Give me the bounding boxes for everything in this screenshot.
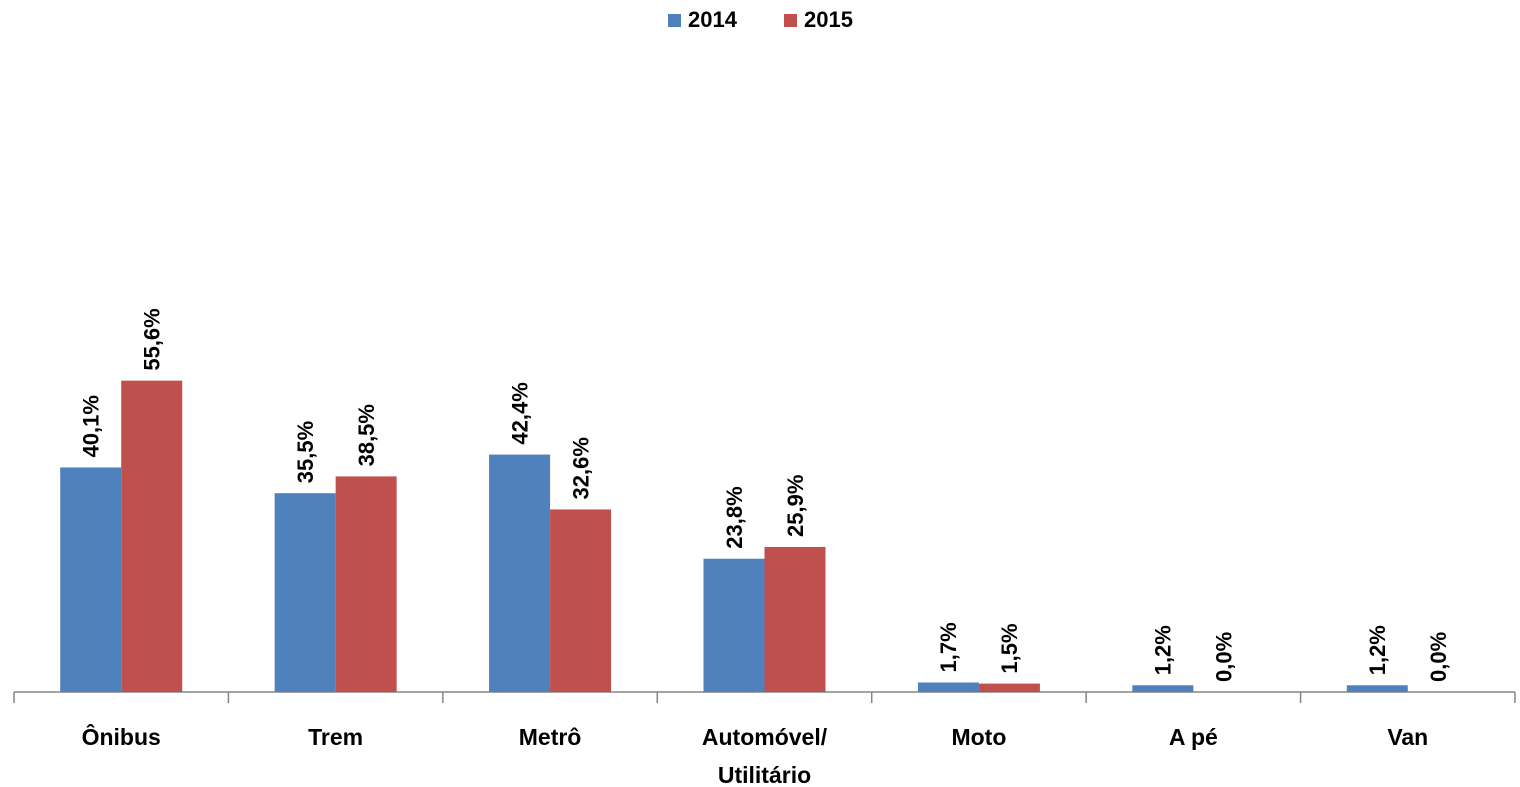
x-tick-label: Automóvel/Utilitário (702, 724, 828, 787)
data-label: 42,4% (507, 382, 532, 444)
x-tick-label-line: Utilitário (718, 762, 811, 787)
bar (121, 380, 183, 692)
data-label: 32,6% (568, 437, 593, 499)
x-tick-label: Ônibus (82, 723, 161, 750)
bar (335, 476, 397, 692)
data-label: 1,2% (1365, 625, 1390, 675)
data-label: 1,2% (1151, 625, 1176, 675)
bar (550, 509, 612, 692)
legend-label: 2014 (688, 7, 738, 32)
data-label: 0,0% (1212, 632, 1237, 682)
data-label: 0,0% (1426, 632, 1451, 682)
data-label: 23,8% (722, 486, 747, 548)
data-label: 40,1% (79, 395, 104, 457)
x-tick-label-line: Automóvel/ (702, 724, 828, 750)
legend-label: 2015 (804, 7, 853, 32)
bar (1132, 685, 1194, 692)
bar (489, 454, 551, 692)
data-label: 25,9% (783, 475, 808, 537)
data-label: 1,7% (936, 622, 961, 672)
data-label: 38,5% (354, 404, 379, 466)
x-tick-label: A pé (1169, 724, 1218, 750)
x-tick-label: Metrô (519, 724, 582, 750)
x-tick-label: Moto (951, 724, 1006, 750)
bar (978, 683, 1040, 692)
legend-swatch (784, 14, 797, 27)
bar (1346, 685, 1408, 692)
bar (274, 493, 336, 692)
bar (703, 558, 765, 692)
data-label: 55,6% (140, 308, 165, 370)
bar (764, 546, 826, 692)
bar (917, 682, 979, 692)
x-tick-label: Trem (308, 724, 363, 750)
data-label: 1,5% (997, 623, 1022, 673)
legend-swatch (668, 14, 681, 27)
x-tick-label: Van (1387, 724, 1428, 750)
bar (60, 467, 122, 692)
data-label: 35,5% (293, 421, 318, 483)
